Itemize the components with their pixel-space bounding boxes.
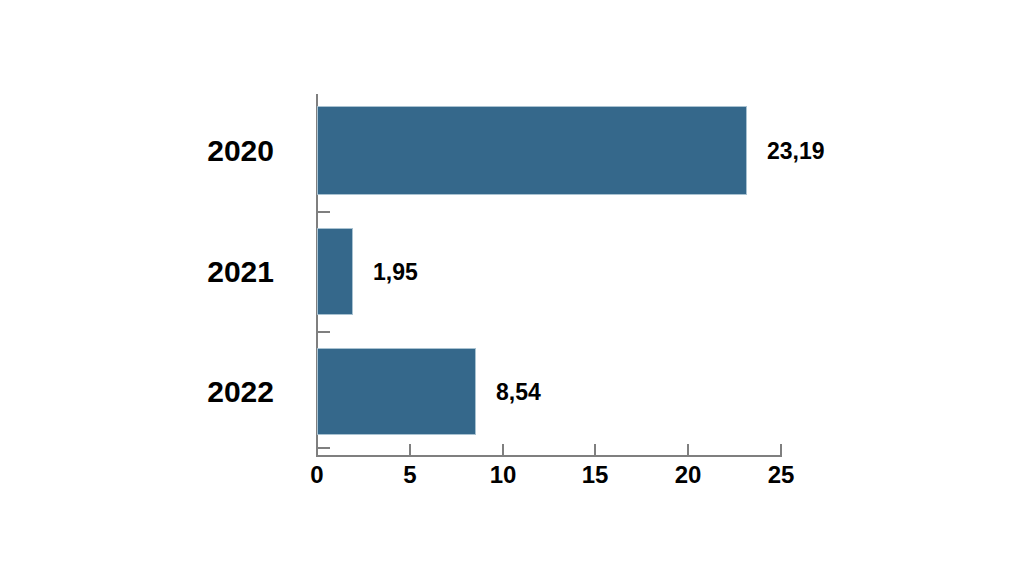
bar-2021 bbox=[317, 228, 353, 315]
x-tick-label: 20 bbox=[648, 462, 728, 488]
x-axis-tick bbox=[409, 444, 411, 455]
y-axis-tick bbox=[318, 447, 330, 449]
x-tick-label: 5 bbox=[370, 462, 450, 488]
value-label-2022: 8,54 bbox=[496, 378, 541, 406]
y-axis-tick bbox=[318, 211, 330, 213]
x-tick-label: 15 bbox=[555, 462, 635, 488]
x-tick-label: 0 bbox=[277, 462, 357, 488]
value-label-2021: 1,95 bbox=[373, 258, 418, 286]
x-axis-line bbox=[316, 455, 782, 457]
category-label-2021: 2021 bbox=[104, 251, 274, 293]
y-axis-tick bbox=[318, 331, 330, 333]
x-tick-label: 25 bbox=[741, 462, 821, 488]
bar-chart-canvas: 05 10 15 20 25 2020 23,19 2021 1,95 2022 8,54 bbox=[0, 0, 1020, 584]
category-label-2020: 2020 bbox=[104, 130, 274, 172]
x-tick-label: 10 bbox=[463, 462, 543, 488]
x-axis-tick bbox=[780, 444, 782, 455]
category-label-2022: 2022 bbox=[104, 371, 274, 413]
x-axis-tick bbox=[594, 444, 596, 455]
x-axis-tick bbox=[687, 444, 689, 455]
plot-area: 05 10 15 20 25 2020 23,19 2021 1,95 2022 8,54 bbox=[0, 0, 1020, 584]
x-axis-tick bbox=[502, 444, 504, 455]
bar-2020 bbox=[317, 106, 747, 195]
bar-2022 bbox=[317, 348, 476, 435]
value-label-2020: 23,19 bbox=[767, 137, 825, 165]
